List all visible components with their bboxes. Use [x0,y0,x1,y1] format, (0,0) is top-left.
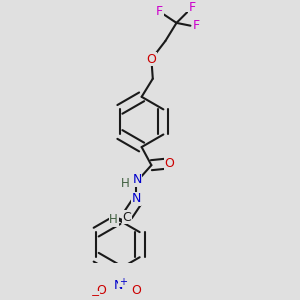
Text: O: O [146,53,156,66]
Text: +: + [119,277,127,287]
Text: N: N [131,192,141,205]
Text: F: F [193,19,200,32]
Text: H: H [121,177,130,190]
Text: O: O [131,284,141,297]
Text: O: O [165,157,175,170]
Text: N: N [133,173,142,186]
Text: F: F [156,5,163,18]
Text: −: − [90,291,100,300]
Text: F: F [188,1,195,14]
Text: O: O [96,284,106,297]
Text: C: C [122,211,131,224]
Text: N: N [114,280,123,292]
Text: H: H [110,213,118,226]
